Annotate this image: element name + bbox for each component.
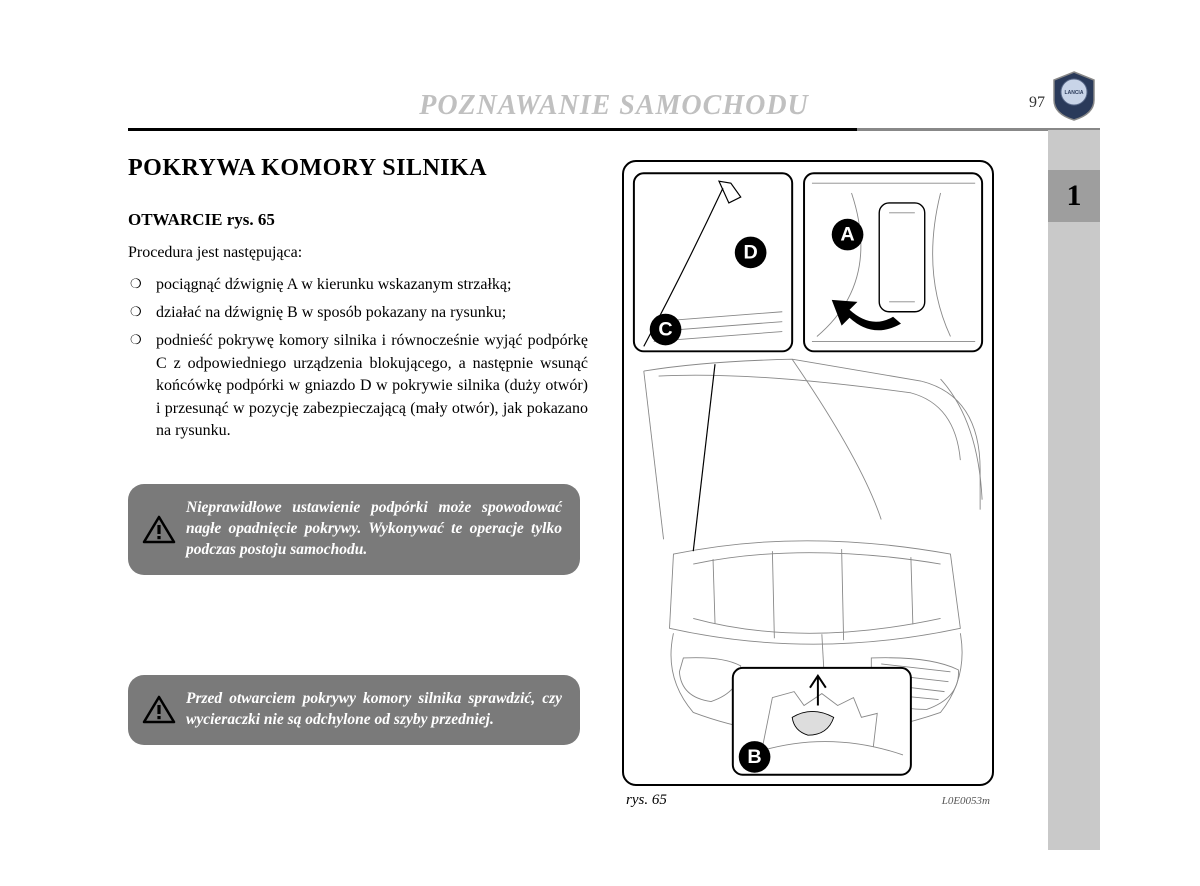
figure-illustration: D C A — [622, 160, 994, 786]
hood-diagram-icon: D C A — [624, 162, 992, 784]
chapter-title: POZNAWANIE SAMOCHODU — [128, 90, 1100, 122]
list-item: pociągnąć dźwignię A w kierunku wskazany… — [128, 274, 588, 296]
content-column: POKRYWA KOMORY SILNIKA OTWARCIE rys. 65 … — [128, 155, 588, 745]
warning-box: Przed otwarciem pokrywy komory silnika s… — [128, 675, 580, 745]
callout-c: C — [658, 319, 672, 341]
svg-text:LANCIA: LANCIA — [1065, 90, 1084, 96]
tab-column: 1 — [1048, 130, 1100, 850]
section-title: POKRYWA KOMORY SILNIKA — [128, 155, 588, 182]
warning-triangle-icon — [142, 515, 176, 545]
lancia-badge-icon: LANCIA — [1050, 70, 1098, 122]
list-item: działać na dźwignię B w sposób pokazany … — [128, 302, 588, 324]
callout-a: A — [840, 224, 854, 246]
warning-text: Nieprawidłowe ustawienie podpórki może s… — [186, 498, 562, 561]
side-tabs: LANCIA 1 — [1048, 70, 1100, 850]
callout-d: D — [743, 241, 757, 263]
warning-text: Przed otwarciem pokrywy komory silnika s… — [186, 689, 562, 731]
tab-number: 1 — [1067, 179, 1082, 213]
figure-region: D C A — [622, 160, 994, 809]
manual-page: POZNAWANIE SAMOCHODU 97 LANCIA 1 POKRYWA… — [0, 0, 1200, 886]
section-tab-1: 1 — [1048, 170, 1100, 222]
warning-triangle-icon — [142, 695, 176, 725]
subsection-title: OTWARCIE rys. 65 — [128, 210, 588, 230]
intro-text: Procedura jest następująca: — [128, 242, 588, 264]
figure-code: L0E0053m — [942, 795, 990, 807]
warning-box: Nieprawidłowe ustawienie podpórki może s… — [128, 484, 580, 575]
page-header: POZNAWANIE SAMOCHODU — [128, 90, 1100, 122]
procedure-list: pociągnąć dźwignię A w kierunku wskazany… — [128, 274, 588, 443]
callout-b: B — [747, 746, 761, 768]
figure-caption: rys. 65 L0E0053m — [622, 792, 994, 809]
figure-label: rys. 65 — [626, 792, 667, 809]
header-rule — [128, 128, 1100, 131]
list-item: podnieść pokrywę komory silnika i równoc… — [128, 330, 588, 442]
page-number: 97 — [1029, 94, 1045, 112]
